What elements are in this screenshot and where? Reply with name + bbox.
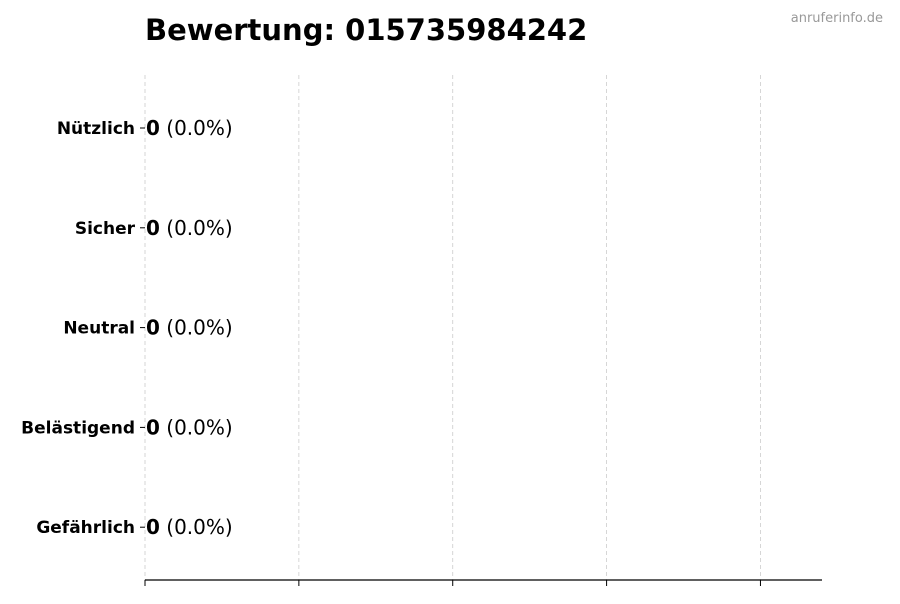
data-label-count: 0 bbox=[146, 316, 160, 340]
data-label-count: 0 bbox=[146, 116, 160, 140]
data-label-percent: (0.0%) bbox=[160, 415, 233, 439]
category-label: Neutral bbox=[63, 319, 135, 339]
data-label: 0 (0.0%) bbox=[146, 316, 233, 340]
category-label: Nützlich bbox=[57, 119, 135, 139]
data-label-percent: (0.0%) bbox=[160, 116, 233, 140]
data-label-count: 0 bbox=[146, 415, 160, 439]
data-label: 0 (0.0%) bbox=[146, 415, 233, 439]
watermark: anruferinfo.de bbox=[791, 11, 883, 26]
data-label-percent: (0.0%) bbox=[160, 515, 233, 539]
category-label: Gefährlich bbox=[36, 518, 135, 538]
data-label: 0 (0.0%) bbox=[146, 116, 233, 140]
data-label-count: 0 bbox=[146, 515, 160, 539]
category-label: Sicher bbox=[75, 219, 136, 239]
chart-title: Bewertung: 015735984242 bbox=[145, 13, 587, 47]
data-label: 0 (0.0%) bbox=[146, 216, 233, 240]
data-label: 0 (0.0%) bbox=[146, 515, 233, 539]
data-label-percent: (0.0%) bbox=[160, 316, 233, 340]
data-label-count: 0 bbox=[146, 216, 160, 240]
category-label: Belästigend bbox=[21, 418, 135, 438]
data-label-percent: (0.0%) bbox=[160, 216, 233, 240]
